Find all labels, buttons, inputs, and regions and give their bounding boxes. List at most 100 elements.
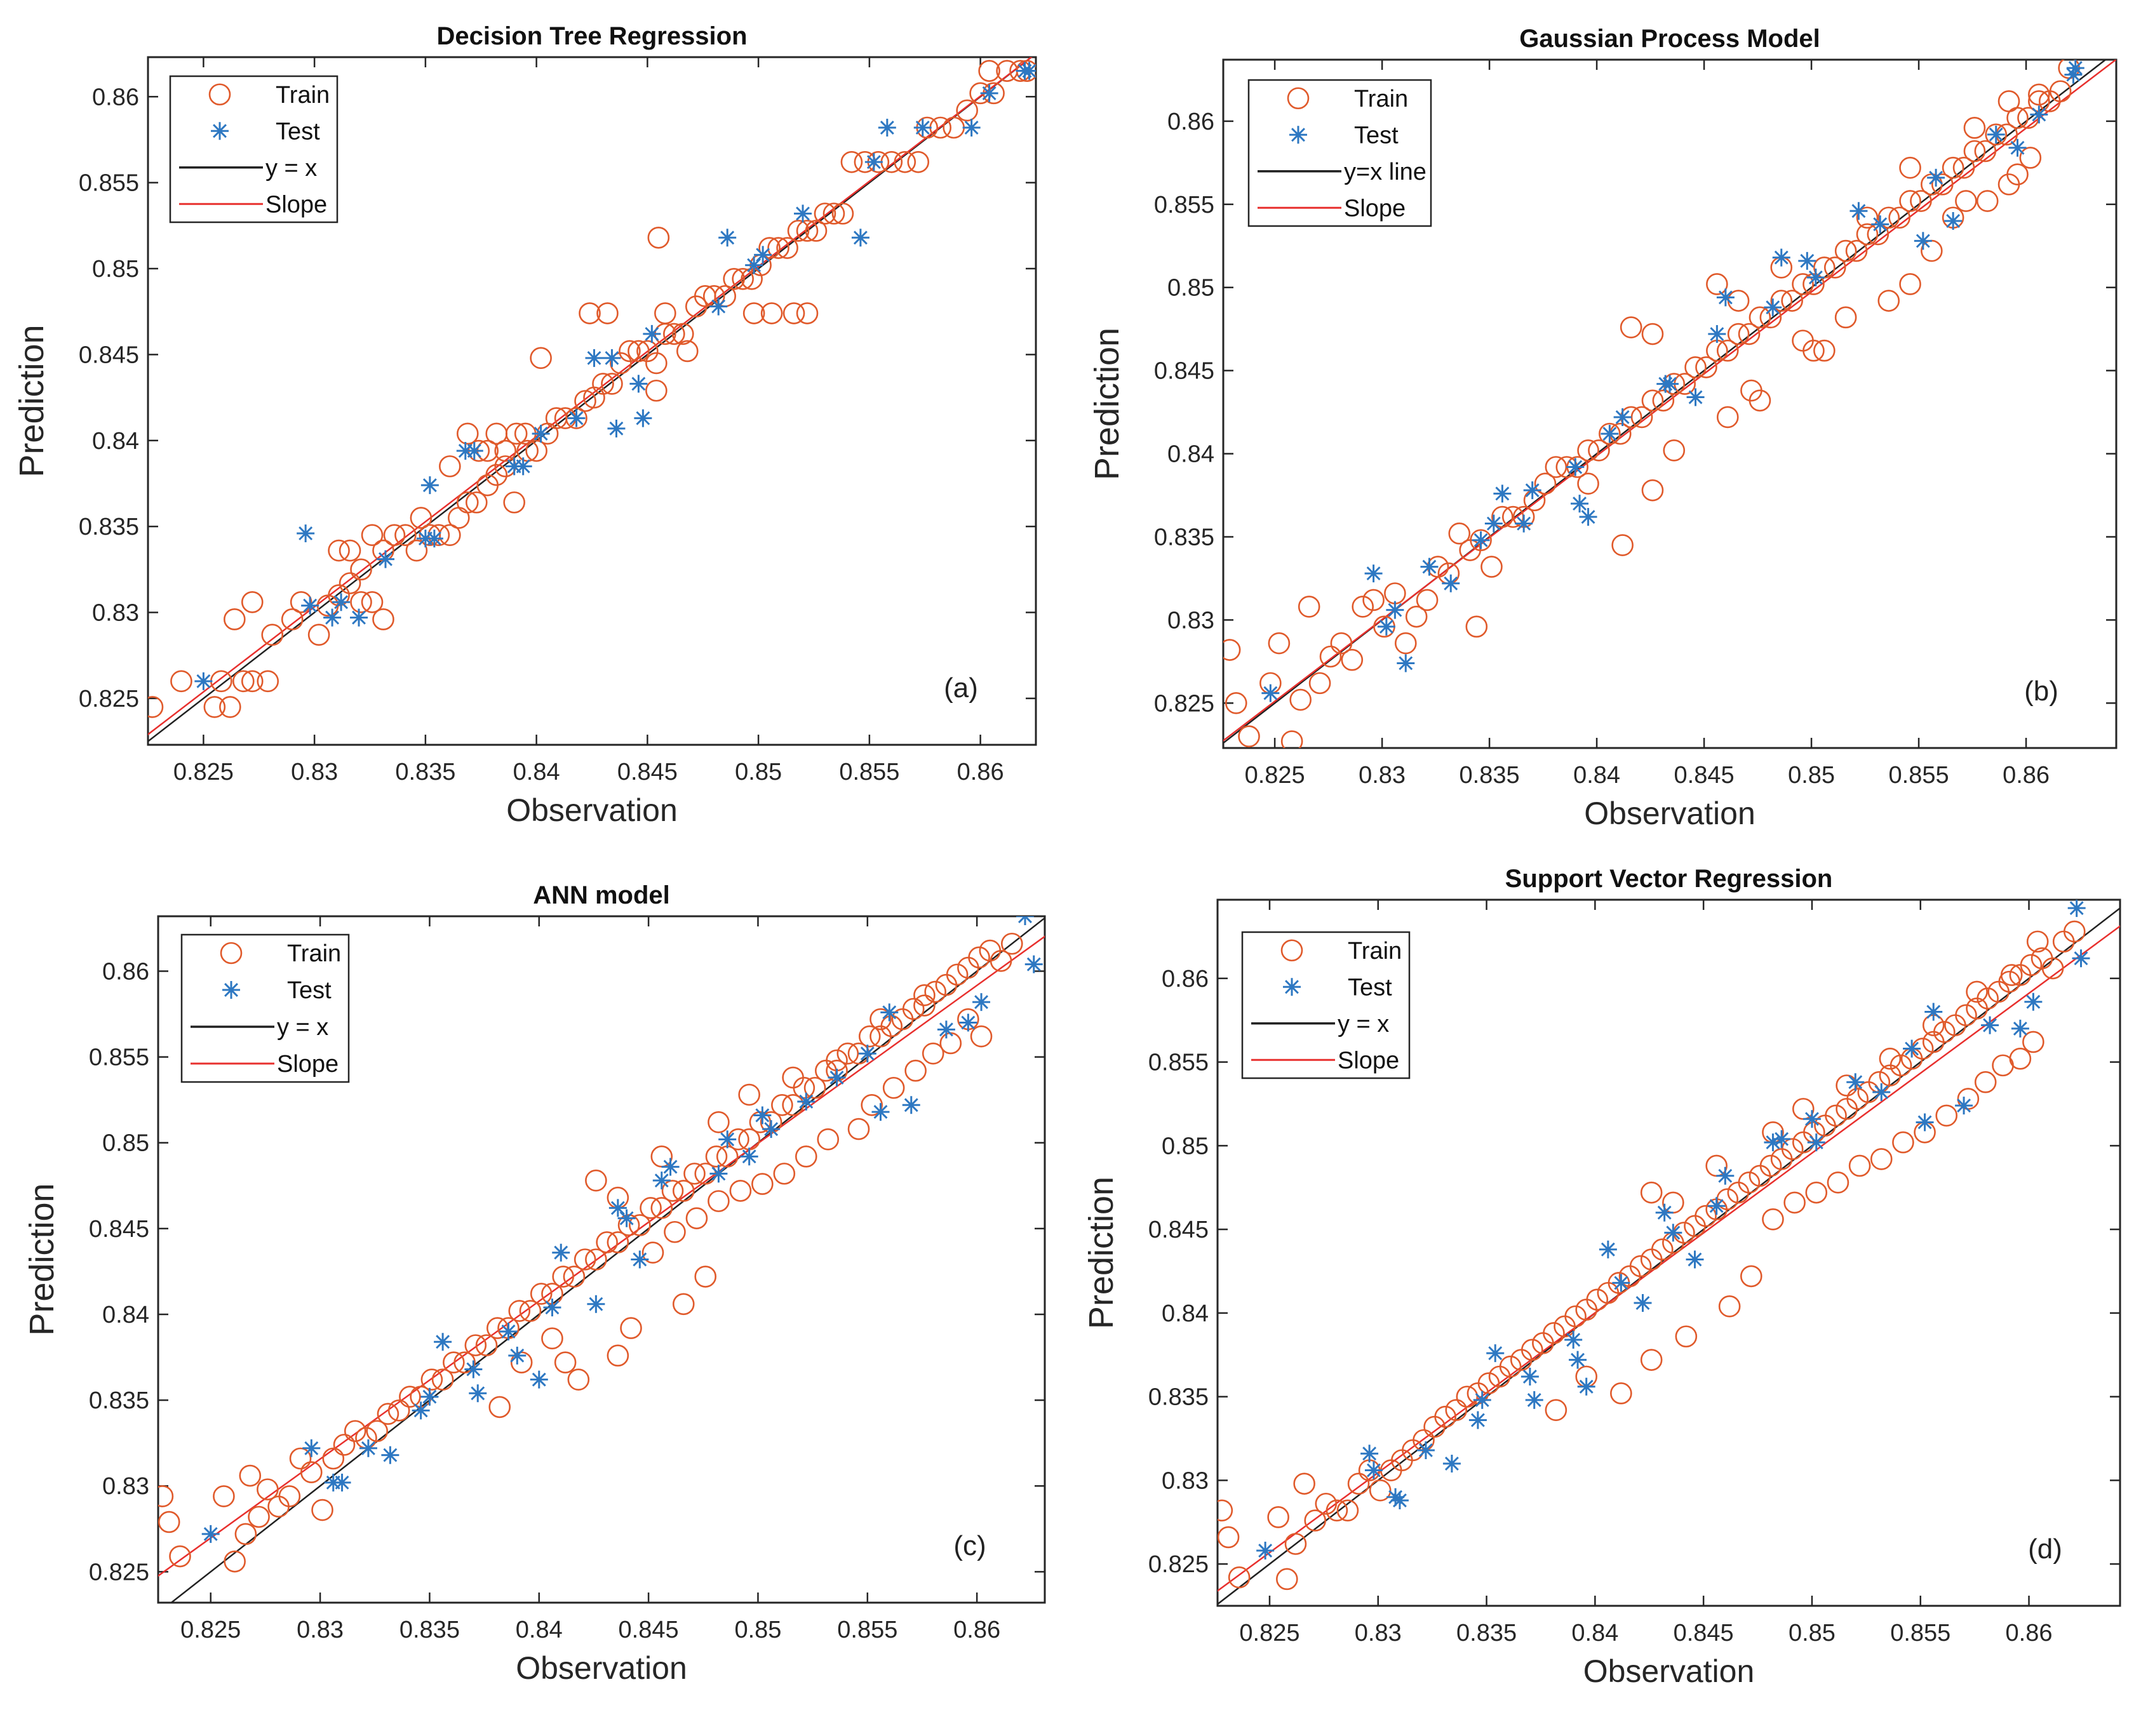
train-point xyxy=(596,302,619,324)
y-tick-label: 0.855 xyxy=(79,170,139,197)
train-point xyxy=(1952,156,1975,179)
train-point xyxy=(232,670,255,693)
train-point xyxy=(729,1180,752,1202)
test-point xyxy=(1987,125,2005,144)
test-point xyxy=(962,119,981,137)
train-point xyxy=(1394,632,1417,655)
train-point xyxy=(328,539,350,562)
test-point xyxy=(333,1473,351,1492)
train-point xyxy=(978,60,1000,82)
train-point xyxy=(1931,173,1954,196)
y-tick-label: 0.85 xyxy=(1167,275,1214,302)
train-point xyxy=(922,1042,944,1065)
legend-train-marker xyxy=(1280,939,1303,962)
test-point xyxy=(1955,1097,1973,1115)
chart-panel-d: 0.825 0.83 0.835 0.84 0.845 0.85 0.855 0.86 0.82… xyxy=(1082,865,2121,1689)
train-point xyxy=(1825,1104,1847,1127)
train-point xyxy=(708,1111,730,1133)
train-point xyxy=(760,302,783,324)
x-tick-label: 0.85 xyxy=(1789,1620,1836,1646)
train-point xyxy=(767,237,789,259)
train-point xyxy=(1695,1205,1717,1227)
train-point xyxy=(894,150,916,173)
test-point xyxy=(1773,1130,1791,1148)
y-tick-label: 0.83 xyxy=(102,1473,149,1500)
test-point xyxy=(1916,1113,1934,1132)
train-point xyxy=(708,1190,730,1212)
train-point xyxy=(361,591,384,613)
train-point xyxy=(787,220,810,242)
train-point xyxy=(1315,1492,1338,1515)
legend-entry-label: y = x xyxy=(265,155,317,182)
train-point xyxy=(1834,306,1857,329)
test-point xyxy=(1806,269,1825,287)
train-point xyxy=(654,302,676,324)
x-tick-label: 0.845 xyxy=(619,1617,679,1643)
x-tick-label: 0.84 xyxy=(1573,762,1620,789)
train-point xyxy=(456,422,479,445)
test-point xyxy=(543,1299,561,1317)
train-point xyxy=(814,203,836,225)
train-point xyxy=(2049,80,2072,103)
train-point xyxy=(946,963,969,986)
train-point xyxy=(742,302,765,324)
test-point xyxy=(828,1069,846,1087)
x-tick-label: 0.84 xyxy=(1571,1620,1618,1646)
train-point xyxy=(805,220,828,242)
test-point xyxy=(1798,251,1816,270)
y-axis-label: Prediction xyxy=(1082,1177,1120,1329)
train-point xyxy=(344,1420,366,1443)
test-point xyxy=(2024,992,2043,1011)
train-point xyxy=(913,984,936,1006)
train-point xyxy=(1845,239,1868,262)
test-point xyxy=(2011,1019,2029,1038)
train-point xyxy=(361,524,384,546)
train-point xyxy=(1910,190,1932,212)
y-axis-label: Prediction xyxy=(23,1183,61,1335)
x-tick-label: 0.835 xyxy=(1456,1620,1517,1646)
train-point xyxy=(1330,632,1353,655)
test-point xyxy=(1686,1250,1704,1269)
legend-entry-label: Train xyxy=(1348,938,1402,965)
y-tick-label: 0.835 xyxy=(1154,524,1214,551)
train-point xyxy=(1992,1054,2014,1077)
train-point xyxy=(350,558,372,581)
y-tick-label: 0.83 xyxy=(1162,1467,1209,1494)
train-point xyxy=(907,150,930,173)
legend: Train Test y = x Slope xyxy=(1241,931,1411,1079)
test-point xyxy=(434,1333,452,1351)
test-point xyxy=(617,1209,636,1227)
test-point xyxy=(585,349,603,367)
test-point xyxy=(1442,574,1460,592)
train-point xyxy=(2000,964,2023,986)
train-point xyxy=(1856,206,1879,229)
train-point xyxy=(2006,163,2029,185)
train-point xyxy=(1792,273,1814,295)
test-point xyxy=(1927,168,1945,187)
train-point xyxy=(224,1550,246,1573)
test-point xyxy=(1564,1331,1583,1349)
legend: Train Test y = x Slope xyxy=(169,75,339,224)
axes-box xyxy=(157,915,1046,1604)
test-point xyxy=(2008,138,2027,157)
train-point xyxy=(1238,725,1260,747)
test-point xyxy=(878,119,896,137)
train-point xyxy=(1610,1382,1632,1405)
train-point xyxy=(1280,730,1303,748)
train-point xyxy=(771,1093,793,1116)
test-point xyxy=(797,1092,816,1111)
legend-entry-label: Test xyxy=(287,977,332,1004)
train-point xyxy=(641,1241,664,1264)
train-point xyxy=(1762,1208,1784,1231)
test-point xyxy=(1708,325,1726,344)
train-point xyxy=(311,1499,333,1521)
train-point xyxy=(1341,648,1364,671)
y-tick-label: 0.85 xyxy=(92,256,139,283)
train-point xyxy=(503,491,525,514)
test-point xyxy=(1944,211,1963,230)
chart-title: ANN model xyxy=(533,881,670,909)
train-point xyxy=(1856,223,1879,246)
train-point xyxy=(661,1180,684,1202)
axes-box xyxy=(1222,58,2118,749)
chart-panel-c: 0.825 0.83 0.835 0.84 0.845 0.85 0.855 0.86 0.82… xyxy=(23,881,1046,1686)
